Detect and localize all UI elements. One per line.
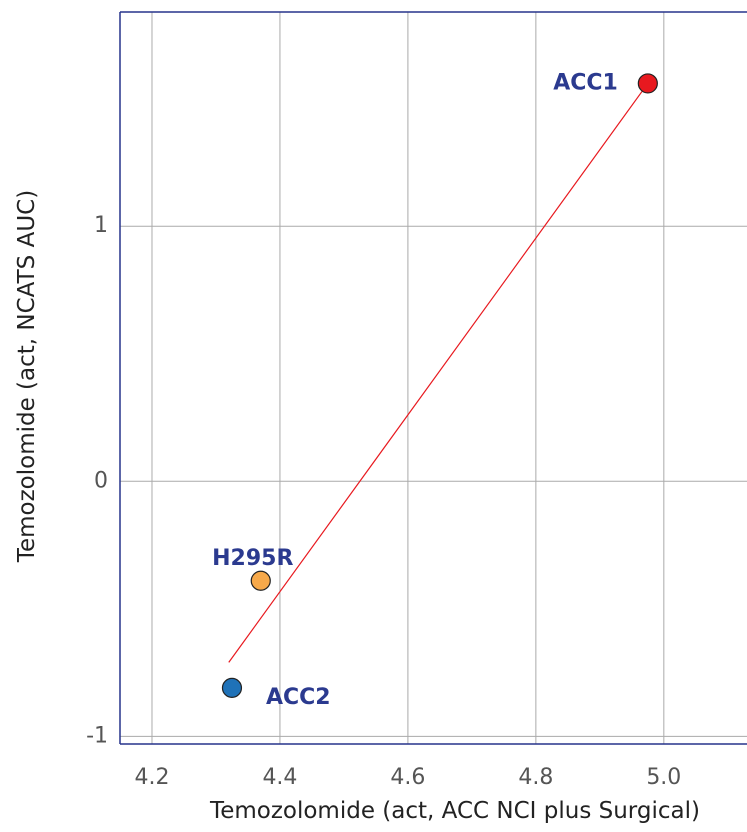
data-point-acc1 — [637, 73, 658, 94]
trendline-group — [228, 83, 649, 663]
x-tick-label: 4.6 — [390, 765, 425, 790]
data-point-acc2 — [221, 677, 243, 698]
point-label-h295r: H295R — [212, 546, 293, 571]
data-points: ACC1 H295R ACC2 — [212, 70, 658, 710]
tick-labels: 4.2 4.4 4.6 4.8 5.0 -1 0 1 — [86, 213, 681, 790]
y-axis-title: Temozolomide (act, NCATS AUC) — [14, 190, 40, 563]
point-label-acc1: ACC1 — [553, 70, 618, 95]
x-tick-label: 4.2 — [134, 765, 169, 790]
plot-frame — [119, 11, 747, 745]
y-tick-label: 0 — [94, 468, 108, 493]
data-point-h295r — [250, 570, 271, 591]
y-tick-label: 1 — [94, 213, 108, 238]
x-tick-label: 4.8 — [518, 765, 553, 790]
trendline — [228, 83, 649, 663]
x-axis-title: Temozolomide (act, ACC NCI plus Surgical… — [209, 798, 700, 824]
y-tick-label: -1 — [86, 723, 108, 748]
point-label-acc2: ACC2 — [266, 685, 331, 710]
grid-lines — [120, 12, 747, 744]
x-tick-label: 5.0 — [646, 765, 681, 790]
x-tick-label: 4.4 — [262, 765, 297, 790]
